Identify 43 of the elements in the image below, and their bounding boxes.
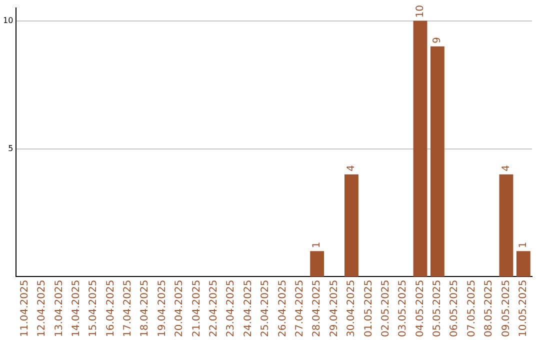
x-tick-label: 05.05.2025: [432, 280, 444, 338]
bar: [430, 46, 444, 277]
x-tick-label: 08.05.2025: [484, 280, 495, 338]
data-label: 1: [312, 242, 323, 248]
x-tick-label: 23.04.2025: [226, 280, 237, 338]
data-label: 1: [518, 242, 529, 248]
data-label: 4: [346, 164, 358, 172]
x-tick-label: 07.05.2025: [466, 280, 478, 338]
x-tick-label: 12.04.2025: [36, 280, 48, 338]
x-tick-label: 13.04.2025: [54, 280, 65, 338]
x-tick-label: 30.04.2025: [346, 280, 358, 338]
x-tick-label: 24.04.2025: [242, 280, 254, 338]
x-tick-label: 06.05.2025: [449, 280, 460, 338]
x-tick-label: 29.04.2025: [328, 280, 340, 338]
x-tick-label: 03.05.2025: [398, 280, 409, 338]
x-tick-label: 09.05.2025: [500, 280, 512, 338]
bar: [499, 174, 514, 277]
x-tick-label: 21.04.2025: [191, 280, 202, 338]
x-tick-label: 04.05.2025: [414, 280, 426, 338]
x-tick-label: 11.04.2025: [19, 280, 30, 338]
bar: [516, 251, 530, 277]
x-tick-label: 16.04.2025: [105, 280, 116, 338]
x-tick-label: 02.05.2025: [380, 280, 392, 338]
data-label: 10: [414, 5, 426, 18]
x-tick-label: 15.04.2025: [88, 280, 100, 338]
x-tick-label: 19.04.2025: [156, 280, 168, 338]
data-label: 4: [500, 164, 512, 172]
x-tick-label: 22.04.2025: [208, 280, 220, 338]
bar: [310, 251, 324, 277]
x-tick-label: 14.04.2025: [70, 280, 82, 338]
x-tick-label: 27.04.2025: [294, 280, 306, 338]
x-tick-label: 10.05.2025: [518, 280, 529, 338]
bar: [413, 20, 428, 277]
x-tick-label: 26.04.2025: [277, 280, 288, 338]
x-tick-label: 01.05.2025: [363, 280, 374, 338]
x-tick-label: 25.04.2025: [260, 280, 272, 338]
data-label: 9: [432, 37, 444, 44]
x-tick-label: 20.04.2025: [174, 280, 186, 338]
x-tick-label: 18.04.2025: [140, 280, 151, 338]
x-tick-label: 28.04.2025: [312, 280, 323, 338]
x-tick-label: 17.04.2025: [122, 280, 134, 338]
bar: [344, 174, 358, 277]
y-tick-label: 5: [8, 144, 14, 153]
